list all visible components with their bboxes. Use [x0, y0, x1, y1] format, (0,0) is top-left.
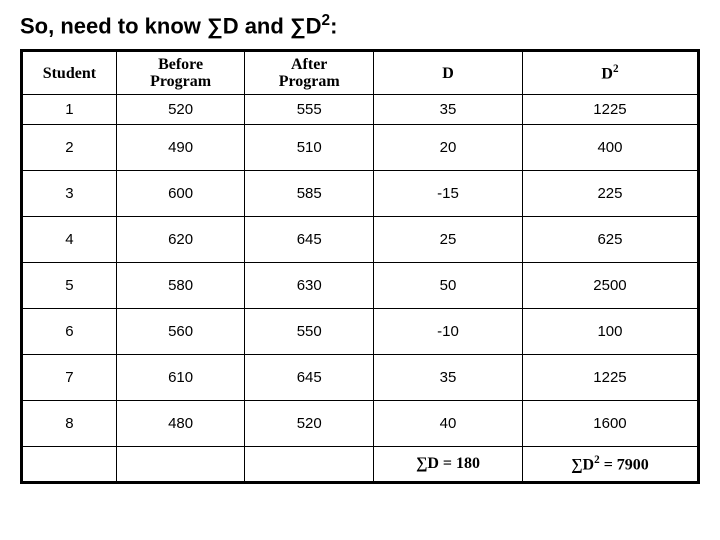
col-after: AfterProgram [245, 51, 374, 95]
cell: 645 [245, 355, 374, 401]
cell: 400 [522, 125, 698, 171]
cell: 2 [22, 125, 117, 171]
cell: 630 [245, 263, 374, 309]
cell: 1600 [522, 401, 698, 447]
cell: 600 [116, 171, 245, 217]
cell-empty [22, 447, 117, 483]
table-row: 4 620 645 25 625 [22, 217, 699, 263]
col-before-label: BeforeProgram [150, 56, 211, 91]
cell: 225 [522, 171, 698, 217]
cell: 1225 [522, 95, 698, 125]
cell: 4 [22, 217, 117, 263]
cell: 8 [22, 401, 117, 447]
cell: 35 [374, 95, 523, 125]
table-row: 5 580 630 50 2500 [22, 263, 699, 309]
col-d: D [374, 51, 523, 95]
sum-d2-prefix: ∑D [571, 456, 594, 473]
cell: 555 [245, 95, 374, 125]
title-suffix: : [330, 13, 337, 38]
cell: 585 [245, 171, 374, 217]
table-row: 7 610 645 35 1225 [22, 355, 699, 401]
sum-d: ∑D = 180 [374, 447, 523, 483]
table-header-row: Student BeforeProgram AfterProgram D D2 [22, 51, 699, 95]
cell: 550 [245, 309, 374, 355]
cell: 25 [374, 217, 523, 263]
table-row: 8 480 520 40 1600 [22, 401, 699, 447]
cell: 520 [116, 95, 245, 125]
cell: 620 [116, 217, 245, 263]
sum-d2-suffix: = 7900 [600, 456, 649, 473]
table-row: 1 520 555 35 1225 [22, 95, 699, 125]
cell-empty [245, 447, 374, 483]
cell: 2500 [522, 263, 698, 309]
title-sym1: ∑D and [207, 13, 290, 38]
page-title: So, need to know ∑D and ∑D2: [20, 12, 700, 39]
table-row: 6 560 550 -10 100 [22, 309, 699, 355]
col-d2: D2 [522, 51, 698, 95]
cell: 40 [374, 401, 523, 447]
cell: 1 [22, 95, 117, 125]
cell: 510 [245, 125, 374, 171]
col-student: Student [22, 51, 117, 95]
table-sum-row: ∑D = 180 ∑D2 = 7900 [22, 447, 699, 483]
data-table: Student BeforeProgram AfterProgram D D2 … [20, 49, 700, 484]
cell: 3 [22, 171, 117, 217]
cell: 645 [245, 217, 374, 263]
cell: -15 [374, 171, 523, 217]
cell: 610 [116, 355, 245, 401]
cell: 35 [374, 355, 523, 401]
cell: 490 [116, 125, 245, 171]
sum-d2: ∑D2 = 7900 [522, 447, 698, 483]
cell: 5 [22, 263, 117, 309]
col-after-label: AfterProgram [279, 56, 340, 91]
cell-empty [116, 447, 245, 483]
cell: 20 [374, 125, 523, 171]
col-before: BeforeProgram [116, 51, 245, 95]
title-prefix: So, need to know [20, 13, 207, 38]
title-sym2: ∑D [290, 13, 322, 38]
cell: 560 [116, 309, 245, 355]
cell: 100 [522, 309, 698, 355]
cell: 50 [374, 263, 523, 309]
cell: 625 [522, 217, 698, 263]
cell: 7 [22, 355, 117, 401]
table-row: 2 490 510 20 400 [22, 125, 699, 171]
table-row: 3 600 585 -15 225 [22, 171, 699, 217]
table-body: 1 520 555 35 1225 2 490 510 20 400 3 600… [22, 95, 699, 483]
cell: -10 [374, 309, 523, 355]
title-sup: 2 [322, 12, 331, 29]
cell: 1225 [522, 355, 698, 401]
cell: 480 [116, 401, 245, 447]
cell: 520 [245, 401, 374, 447]
cell: 6 [22, 309, 117, 355]
cell: 580 [116, 263, 245, 309]
